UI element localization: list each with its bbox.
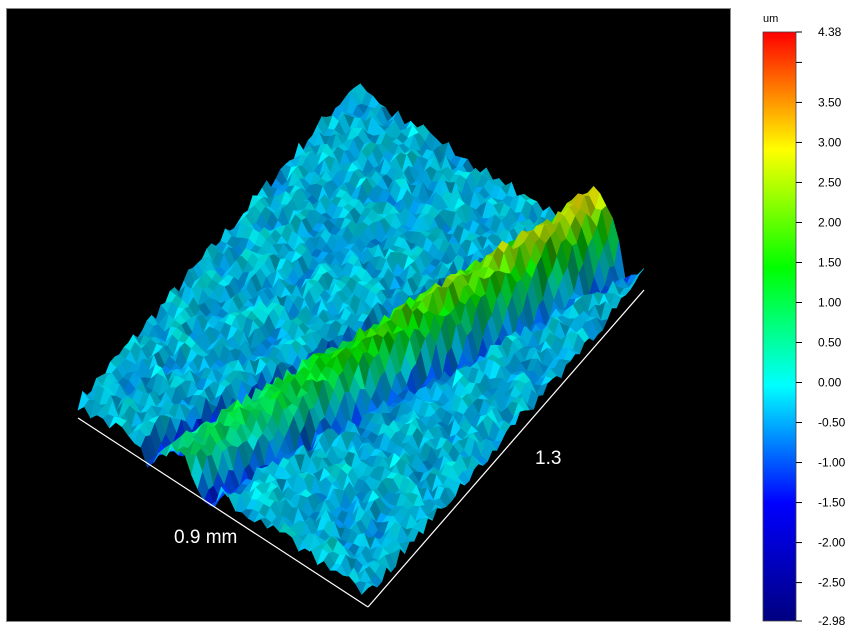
colorbar-tick-label: -2.98 xyxy=(818,614,846,628)
colorbar-tick-label: -0.50 xyxy=(818,416,846,430)
colorbar-tick-label: 3.50 xyxy=(818,95,842,109)
colorbar-tick-label: 3.00 xyxy=(818,135,842,149)
colorbar-tick-label: -2.00 xyxy=(818,536,846,550)
surface-mesh xyxy=(77,83,645,595)
colorbar-tick-label: 1.00 xyxy=(818,295,842,309)
colorbar-tick-label: -1.00 xyxy=(818,456,846,470)
colorbar-tick-label: 2.50 xyxy=(818,175,842,189)
colorbar-tick-label: -2.50 xyxy=(818,576,846,590)
colorbar-tick-label: -1.50 xyxy=(818,496,846,510)
colorbar-ticks: 4.38 3.50 3.00 2.50 2.00 1.50 1.00 0.50 0.00 -0.5… xyxy=(796,25,846,628)
colorbar-unit: um xyxy=(763,13,778,25)
colorbar-tick-label: 0.00 xyxy=(818,376,842,390)
colorbar-tick-label: 0.50 xyxy=(818,336,842,350)
colorbar-tick-label: 1.50 xyxy=(818,255,842,269)
colorbar-tick-label: 2.00 xyxy=(818,215,842,229)
colorbar-tick-label: 4.38 xyxy=(818,25,842,39)
colorbar-gradient xyxy=(762,31,797,622)
